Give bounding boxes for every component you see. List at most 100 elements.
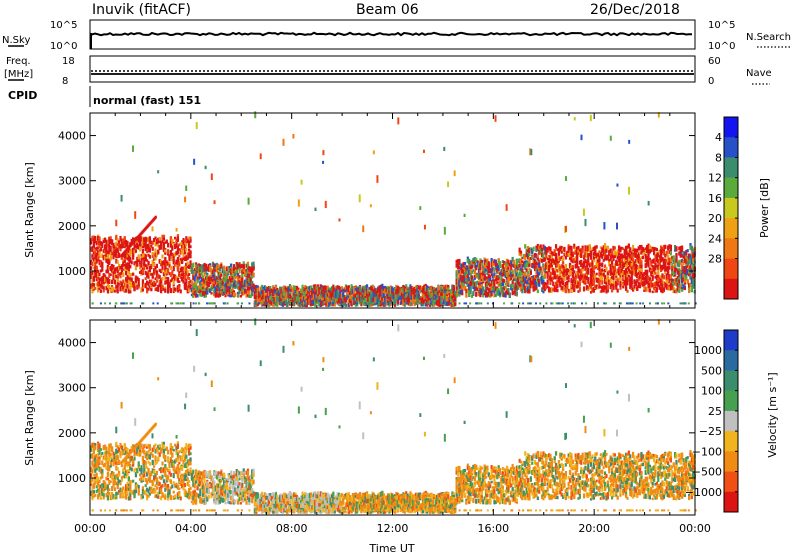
power-cell xyxy=(269,296,272,302)
power-cell xyxy=(582,275,586,281)
power-cell xyxy=(595,254,598,259)
power-cell xyxy=(123,238,126,244)
power-cell xyxy=(339,289,342,295)
power-cell xyxy=(531,280,534,285)
power-cell xyxy=(419,297,422,301)
power-cell xyxy=(125,267,128,272)
power-cell xyxy=(125,254,128,259)
power-cell xyxy=(112,264,115,269)
power-cell xyxy=(592,273,595,279)
power-cell xyxy=(109,265,112,272)
power-cell xyxy=(396,288,399,293)
power-cell xyxy=(276,292,279,296)
power-cell xyxy=(206,274,209,280)
power-cell xyxy=(458,276,461,279)
power-cell xyxy=(113,273,117,279)
power-cell xyxy=(197,285,201,288)
power-cell xyxy=(288,288,292,292)
power-cell xyxy=(556,288,559,293)
power-cell xyxy=(196,266,199,270)
power-cell xyxy=(141,236,145,242)
power-cell xyxy=(538,245,541,250)
power-cell xyxy=(458,285,461,291)
power-cell xyxy=(119,243,122,249)
power-cell xyxy=(469,283,472,290)
power-cell xyxy=(113,279,117,285)
power-cell xyxy=(535,268,538,275)
power-cell xyxy=(245,271,248,276)
power-cell xyxy=(608,279,611,285)
power-cell xyxy=(497,264,500,270)
power-cell xyxy=(454,298,457,302)
power-cell xyxy=(337,292,341,298)
power-cell xyxy=(164,280,167,285)
power-cell xyxy=(505,282,509,286)
power-cell xyxy=(148,279,152,284)
power-cell xyxy=(125,277,128,282)
power-cell xyxy=(503,279,506,283)
power-cell xyxy=(332,296,335,302)
power-cell xyxy=(120,243,124,249)
power-cell xyxy=(336,301,339,305)
power-cell xyxy=(550,255,553,260)
power-cell xyxy=(588,244,591,250)
power-cell xyxy=(584,273,587,279)
power-cell xyxy=(130,277,133,282)
power-cell xyxy=(92,251,96,255)
power-cell xyxy=(462,269,465,275)
power-cell xyxy=(536,274,539,280)
power-cell xyxy=(122,244,125,248)
power-cell xyxy=(157,284,160,289)
power-cell xyxy=(105,239,108,244)
power-cell xyxy=(160,241,163,247)
power-cell xyxy=(585,285,588,291)
power-cell xyxy=(580,259,583,264)
power-cell xyxy=(354,293,357,298)
power-cell xyxy=(132,247,135,253)
power-cell xyxy=(528,288,531,294)
power-cell xyxy=(309,285,313,291)
power-cell xyxy=(246,273,250,279)
power-cell xyxy=(487,269,490,274)
power-cell xyxy=(606,271,609,276)
power-cell xyxy=(592,246,595,252)
power-cell xyxy=(106,266,110,270)
power-cell xyxy=(494,265,497,271)
power-cell xyxy=(266,294,269,298)
power-cell xyxy=(137,277,140,282)
power-cell xyxy=(127,280,131,284)
power-cell xyxy=(246,269,250,274)
power-cell xyxy=(118,266,121,270)
power-cell xyxy=(596,259,600,265)
power-cell xyxy=(316,296,320,300)
power-cell xyxy=(455,291,458,296)
power-cell xyxy=(193,283,196,289)
power-cell xyxy=(526,249,530,253)
power-cell xyxy=(203,263,206,268)
power-cell xyxy=(115,243,118,247)
power-cell xyxy=(214,267,217,270)
power-cell xyxy=(414,289,418,292)
power-cell xyxy=(242,264,245,270)
power-cell xyxy=(571,279,574,284)
power-cell xyxy=(433,299,436,302)
power-cell xyxy=(216,276,219,282)
power-cell xyxy=(169,265,173,270)
power-cell xyxy=(392,291,395,297)
power-cell xyxy=(455,272,458,277)
power-cell xyxy=(413,299,416,303)
power-cell xyxy=(389,296,392,301)
power-cell xyxy=(570,256,573,262)
power-cell xyxy=(493,272,496,277)
power-cell xyxy=(136,261,139,266)
power-cell xyxy=(542,253,545,258)
power-cell xyxy=(123,288,126,292)
power-cell xyxy=(293,301,296,306)
power-cell xyxy=(146,237,149,241)
power-cell xyxy=(434,299,437,305)
power-cell xyxy=(182,238,185,243)
power-cell xyxy=(326,297,329,302)
power-cell xyxy=(101,277,104,283)
power-cell xyxy=(398,296,401,301)
power-cell xyxy=(326,290,329,294)
